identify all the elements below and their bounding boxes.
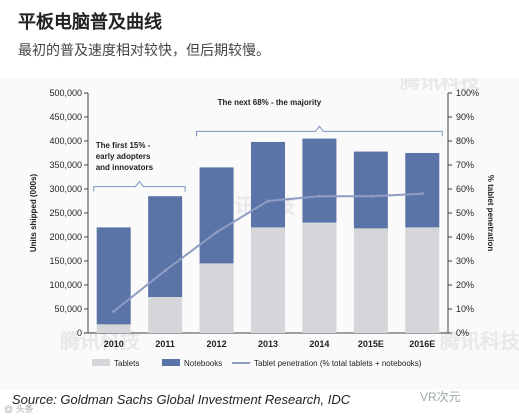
bar-notebooks [148, 196, 183, 297]
watermark-bottom-left: @ 头条 [4, 404, 34, 414]
x-tick-label: 2013 [258, 339, 278, 349]
bar-tablets [405, 227, 440, 333]
y2-axis-title: % tablet penetration [486, 175, 495, 252]
x-tick-label: 2015E [358, 339, 384, 349]
page-title: 平板电脑普及曲线 [18, 12, 162, 33]
legend-label-penetration: Tablet penetration (% total tablets + no… [254, 359, 422, 368]
penetration-point [420, 192, 424, 196]
y-axis-title: Units shipped (000s) [29, 174, 38, 253]
legend-label-tablets: Tablets [114, 359, 139, 368]
y-tick-label: 150,000 [49, 256, 82, 266]
y2-tick-label: 40% [456, 232, 474, 242]
x-tick-label: 2016E [409, 339, 435, 349]
legend-swatch-notebooks [162, 359, 180, 366]
bracket-majority [196, 125, 443, 137]
bar-tablets [199, 263, 234, 333]
y2-tick-label: 20% [456, 280, 474, 290]
bar-notebooks [96, 227, 131, 325]
y-tick-label: 500,000 [49, 88, 82, 98]
penetration-point [317, 194, 321, 198]
y2-tick-label: 10% [456, 304, 474, 314]
y2-tick-label: 70% [456, 160, 474, 170]
y2-tick-label: 90% [456, 112, 474, 122]
y2-tick-label: 100% [456, 88, 479, 98]
legend-swatch-tablets [92, 359, 110, 366]
y-tick-label: 50,000 [54, 304, 82, 314]
x-tick-label: 2014 [309, 339, 329, 349]
y2-tick-label: 30% [456, 256, 474, 266]
y-tick-label: 100,000 [49, 280, 82, 290]
x-tick-label: 2012 [207, 339, 227, 349]
penetration-point [215, 230, 219, 234]
bar-tablets [353, 228, 388, 333]
penetration-point [112, 309, 116, 313]
bar-notebooks [199, 167, 234, 264]
annotation-early-adopters-line: and innovators [96, 163, 154, 172]
legend-label-notebooks: Notebooks [184, 359, 222, 368]
penetration-point [163, 269, 167, 273]
source-note: Source: Goldman Sachs Global Investment … [12, 392, 351, 407]
y2-tick-label: 0% [456, 328, 469, 338]
watermark-text: 腾讯科技 [440, 329, 519, 353]
y2-tick-label: 50% [456, 208, 474, 218]
annotation-early-adopters-line: early adopters [96, 152, 151, 161]
y-tick-label: 450,000 [49, 112, 82, 122]
bar-tablets [302, 222, 337, 333]
y-tick-label: 250,000 [49, 208, 82, 218]
y-tick-label: 350,000 [49, 160, 82, 170]
x-tick-label: 2010 [104, 339, 124, 349]
bar-notebooks [251, 141, 285, 228]
bar-tablets [96, 324, 131, 333]
penetration-point [369, 194, 373, 198]
bar-notebooks [302, 138, 337, 223]
tablet-penetration-chart: 腾讯科技腾讯科技腾讯科技腾讯科技050,000100,000150,000200… [29, 69, 519, 368]
bar-notebooks [353, 151, 388, 229]
penetration-point [266, 199, 270, 203]
annotation-majority-line: The next 68% - the majority [218, 98, 322, 107]
y-tick-label: 0 [77, 328, 82, 338]
bracket-early-adopters [93, 180, 186, 192]
watermark-bottom-right: VR次元 [420, 390, 461, 404]
annotation-early-adopters-line: The first 15% - [96, 141, 151, 150]
y2-tick-label: 60% [456, 184, 474, 194]
bar-tablets [251, 227, 285, 333]
bar-tablets [148, 297, 183, 333]
y-tick-label: 300,000 [49, 184, 82, 194]
y-tick-label: 400,000 [49, 136, 82, 146]
bar-notebooks [405, 153, 440, 228]
chart-container: 腾讯科技腾讯科技腾讯科技腾讯科技050,000100,000150,000200… [0, 69, 519, 390]
x-tick-label: 2011 [155, 339, 175, 349]
page-subtitle: 最初的普及速度相对较快，但后期较慢。 [18, 43, 270, 59]
y2-tick-label: 80% [456, 136, 474, 146]
y-tick-label: 200,000 [49, 232, 82, 242]
